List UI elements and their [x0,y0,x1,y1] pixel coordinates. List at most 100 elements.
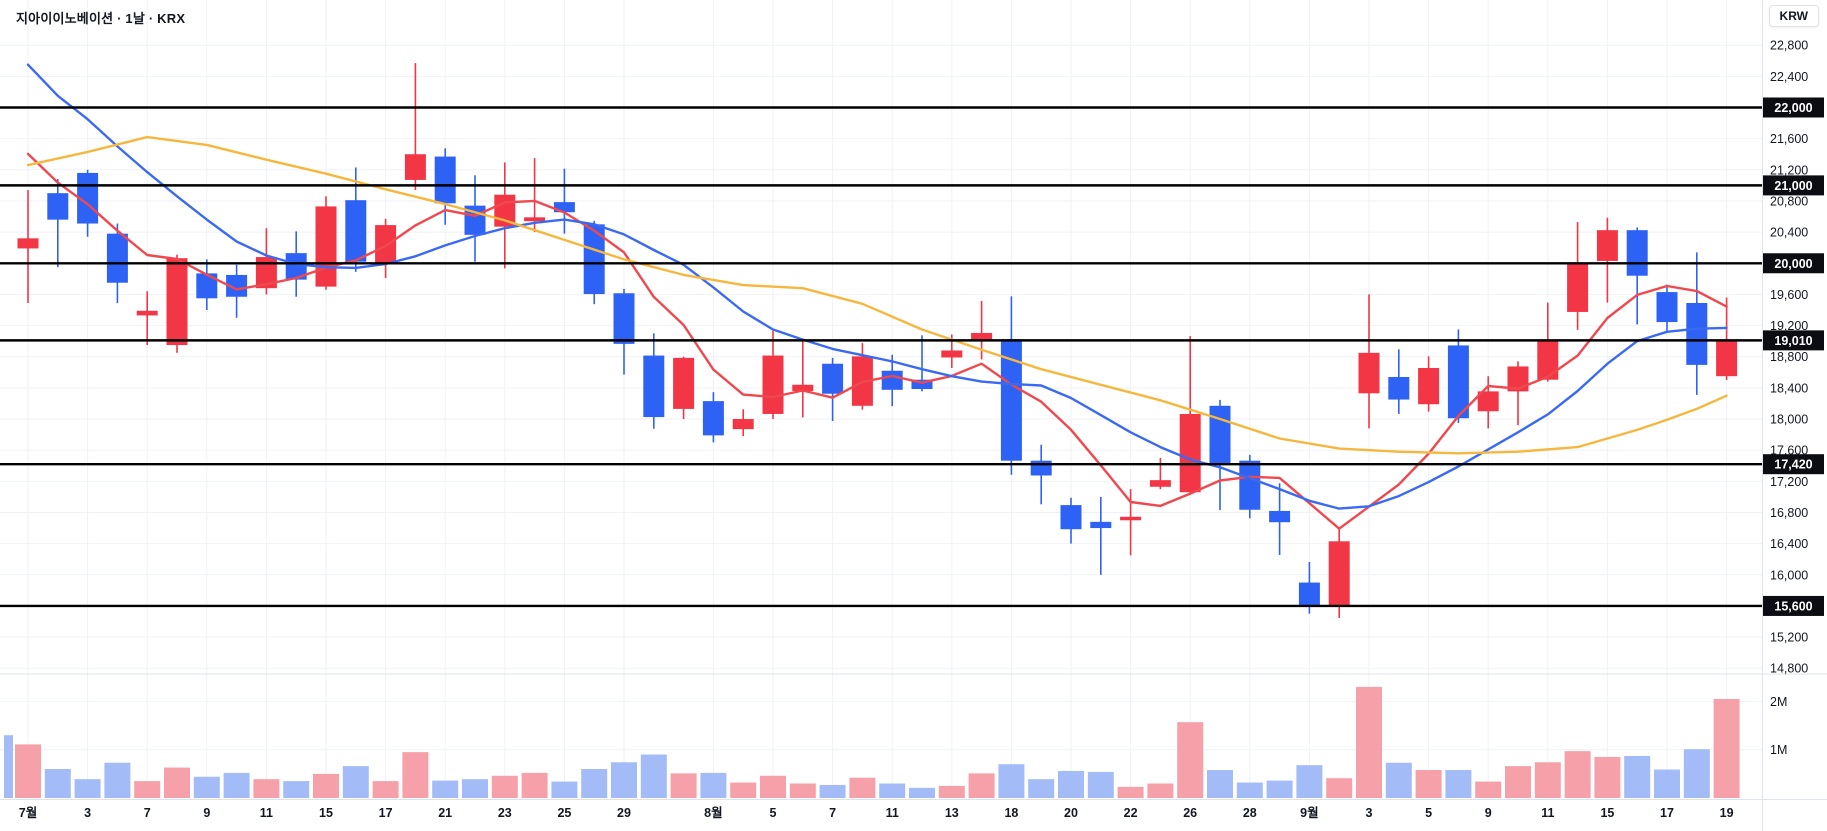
volume-bar[interactable] [1713,698,1740,798]
candle-body[interactable] [1656,292,1678,323]
candle-body[interactable] [583,224,605,295]
volume-bar[interactable] [611,762,637,798]
volume-bar[interactable] [1117,786,1144,798]
time-axis-label[interactable]: 20 [1064,806,1078,820]
volume-bar[interactable] [640,754,667,798]
time-axis-label[interactable]: 11 [886,806,899,820]
candle-body[interactable] [1030,460,1052,476]
candle-body[interactable] [702,401,724,436]
candle-body[interactable] [1209,405,1231,464]
volume-bar[interactable] [1326,778,1353,798]
volume-bar[interactable] [402,752,429,798]
volume-bar[interactable] [1534,762,1561,798]
candle-body[interactable] [285,253,307,280]
volume-bar[interactable] [700,772,727,798]
time-axis-label[interactable]: 21 [438,806,452,820]
volume-bar[interactable] [134,781,161,798]
time-axis-label[interactable]: 13 [945,806,959,820]
candle-body[interactable] [1507,366,1529,392]
volume-bar[interactable] [760,775,786,798]
time-axis-label[interactable]: 11 [1541,806,1554,820]
volume-bar[interactable] [1624,755,1651,798]
volume-bar[interactable] [372,781,399,798]
volume-bar[interactable] [1475,781,1502,798]
candle-body[interactable] [1596,230,1618,261]
volume-bar[interactable] [283,781,310,798]
volume-bar[interactable] [879,783,906,798]
time-axis-label[interactable]: 15 [1600,806,1614,820]
time-axis-label[interactable]: 3 [1366,806,1373,820]
volume-bar[interactable] [104,762,131,798]
volume-bar[interactable] [1087,771,1114,798]
volume-bar[interactable] [521,772,548,798]
volume-bar[interactable] [342,766,369,798]
time-axis-label[interactable]: 8월 [704,805,722,820]
time-axis-label[interactable]: 9 [203,806,210,820]
candle-body[interactable] [822,363,844,394]
volume-bar[interactable] [462,779,488,798]
volume-bar[interactable] [1594,756,1621,798]
candle-body[interactable] [553,202,575,213]
volume-bar[interactable] [789,783,816,798]
candle-body[interactable] [941,350,963,358]
volume-bar[interactable] [909,787,935,798]
candle-body[interactable] [613,293,635,344]
candle-body[interactable] [1358,352,1380,394]
volume-bar[interactable] [849,777,876,798]
candle-body[interactable] [255,257,277,289]
candle-body[interactable] [166,258,188,346]
volume-bar[interactable] [1505,766,1531,798]
volume-bar[interactable] [581,769,608,798]
volume-bar[interactable] [819,784,846,798]
volume-bar[interactable] [1356,686,1382,798]
volume-bar[interactable] [1385,762,1412,798]
candle-body[interactable] [17,238,39,249]
volume-bar[interactable] [1683,749,1710,798]
volume-bar[interactable] [1028,779,1055,798]
volume-bar[interactable] [1654,769,1680,798]
volume-bar-clipped[interactable] [4,735,13,798]
time-axis-label[interactable]: 25 [557,806,571,820]
candle-body[interactable] [106,233,128,283]
volume-bar[interactable] [193,776,220,798]
time-axis-label[interactable]: 9월 [1300,805,1318,820]
volume-bar[interactable] [491,775,518,798]
candle-body[interactable] [434,156,456,204]
candle-body[interactable] [1120,516,1142,521]
candle-body[interactable] [1060,505,1082,530]
time-axis-label[interactable]: 28 [1243,806,1257,820]
candle-body[interactable] [1298,582,1320,607]
candle-body[interactable] [226,274,248,297]
candle-body[interactable] [136,310,158,316]
volume-bar[interactable] [1147,783,1174,798]
volume-bar[interactable] [1445,769,1472,798]
time-axis-label[interactable]: 7 [829,806,836,820]
volume-bar[interactable] [432,780,459,798]
time-axis-label[interactable]: 5 [1425,806,1432,820]
volume-bar[interactable] [44,769,71,798]
candle-body[interactable] [1537,339,1559,380]
candle-body[interactable] [643,355,665,418]
candle-body[interactable] [47,193,69,220]
candle-body[interactable] [1269,510,1291,523]
volume-bar[interactable] [968,773,995,798]
symbol-title[interactable]: 지아이이노베이션 · 1날 · KRX [16,11,186,26]
volume-bar[interactable] [730,782,757,798]
time-axis-label[interactable]: 26 [1183,806,1197,820]
candle-body[interactable] [1388,376,1410,400]
volume-bar[interactable] [670,773,697,798]
volume-bar[interactable] [1415,769,1442,798]
volume-bar[interactable] [1266,780,1293,798]
volume-bar[interactable] [253,779,280,798]
candle-body[interactable] [404,154,426,180]
time-axis-label[interactable]: 17 [379,806,393,820]
candle-body[interactable] [315,206,337,287]
candle-body[interactable] [1477,391,1499,412]
candle-body[interactable] [732,419,754,430]
currency-toggle-badge[interactable]: KRW [1768,5,1819,27]
volume-bar[interactable] [15,744,41,798]
candle-body[interactable] [971,332,993,342]
candle-body[interactable] [1090,521,1112,529]
candle-body[interactable] [1447,345,1469,419]
